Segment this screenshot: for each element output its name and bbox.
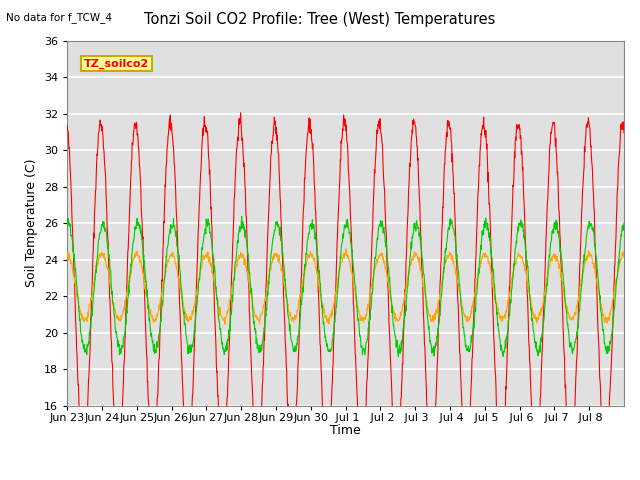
X-axis label: Time: Time [330,424,361,437]
Text: TZ_soilco2: TZ_soilco2 [84,59,149,69]
Text: No data for f_TCW_4: No data for f_TCW_4 [6,12,113,23]
Y-axis label: Soil Temperature (C): Soil Temperature (C) [26,159,38,288]
Text: Tonzi Soil CO2 Profile: Tree (West) Temperatures: Tonzi Soil CO2 Profile: Tree (West) Temp… [144,12,496,27]
